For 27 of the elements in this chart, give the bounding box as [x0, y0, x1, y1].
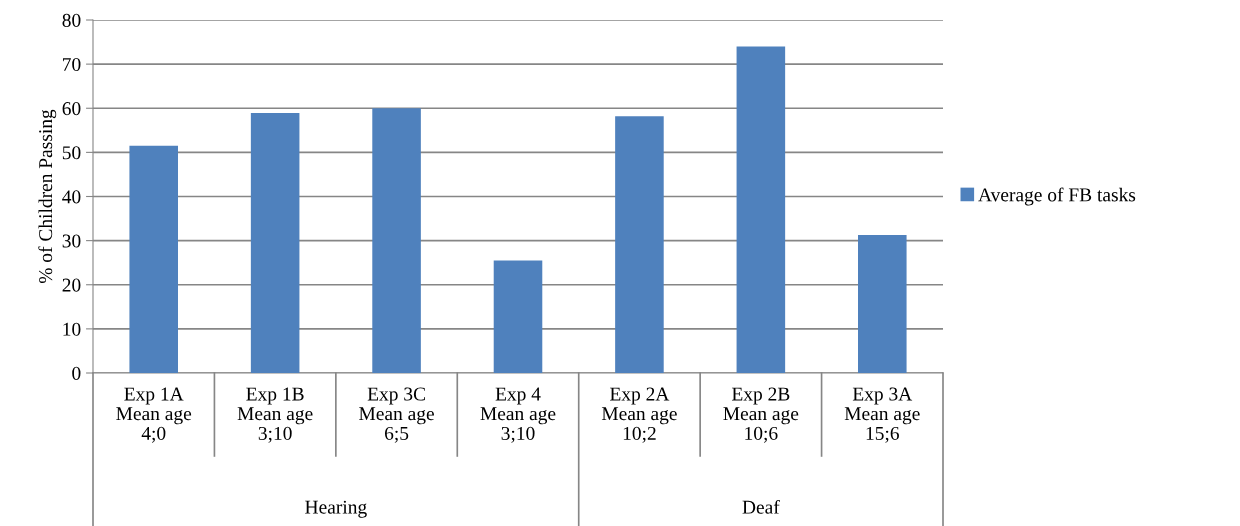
y-tick-label: 0 — [72, 366, 81, 380]
y-tick-label: 70 — [63, 57, 81, 72]
bar — [250, 113, 300, 373]
bar — [493, 260, 543, 373]
bar — [736, 46, 786, 373]
x-tick-label: Exp 3A Mean age 15;6 — [844, 387, 920, 443]
y-tick-label: 10 — [63, 322, 81, 336]
y-axis-title: % of Children Passing — [38, 109, 57, 284]
bar — [129, 145, 178, 373]
text: Deaf — [742, 499, 780, 514]
x-tick-label: Exp 4 Mean age 3;10 — [480, 387, 556, 443]
y-tick-label: 20 — [62, 278, 81, 292]
x-tick-label: Exp 1A Mean age 4;0 — [116, 387, 192, 443]
y-tick-label: 80 — [62, 13, 81, 27]
x-tick-label: Exp 1B Mean age 3;10 — [237, 387, 313, 443]
bar — [372, 108, 421, 373]
y-tick-label: 30 — [62, 234, 81, 248]
bar — [615, 116, 664, 373]
legend-label: Average of FB tasks — [978, 187, 1136, 206]
text: Hearing — [305, 500, 367, 518]
y-tick-label: 50 — [62, 146, 81, 160]
y-tick-label: 60 — [62, 102, 81, 116]
y-tick-label: 40 — [62, 190, 81, 204]
x-tick-label: Exp 2A Mean age 10;2 — [601, 387, 677, 443]
x-tick-label: Exp 3C Mean age 6;5 — [359, 387, 434, 443]
x-tick-label: Exp 2B Mean age 10;6 — [723, 387, 799, 443]
bar — [858, 234, 907, 373]
